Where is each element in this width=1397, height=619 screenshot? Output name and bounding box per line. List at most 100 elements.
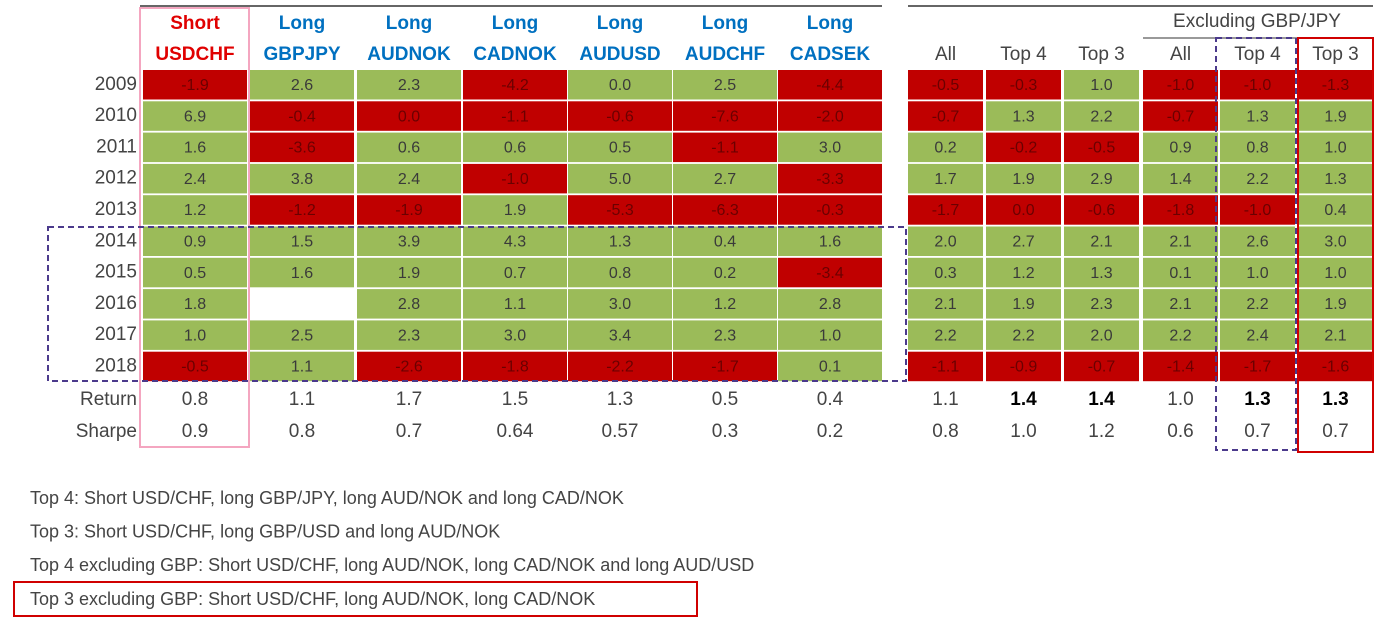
cell-value: 1.2: [184, 202, 206, 219]
cell: [1220, 289, 1295, 319]
cell-value: 1.9: [398, 265, 420, 282]
cell-value: -1.0: [1244, 202, 1272, 219]
cell: [673, 195, 777, 225]
cell: [1143, 163, 1218, 194]
cell: [1143, 320, 1218, 350]
cell: [1064, 132, 1139, 163]
cell-value: 0.9: [184, 233, 206, 250]
cell-value: -0.7: [932, 108, 960, 125]
cell: [1298, 289, 1373, 319]
cell: [908, 351, 983, 382]
cell-value: 2.1: [1169, 296, 1191, 313]
cell: [1298, 163, 1373, 194]
cell: [357, 257, 461, 288]
cell: [568, 70, 672, 100]
cell-value: -1.1: [501, 108, 529, 125]
summary-value: 0.9: [182, 421, 208, 442]
cell: [1220, 226, 1295, 256]
cell: [568, 195, 672, 225]
summary-value: 0.8: [289, 421, 315, 442]
cell-value: 3.0: [1324, 233, 1346, 250]
cell-value: 1.0: [819, 327, 841, 344]
cell-value: 0.2: [934, 140, 956, 157]
cell-value: 1.0: [1090, 77, 1112, 94]
cell-value: -3.3: [816, 171, 844, 188]
cell: [250, 289, 354, 319]
cell-value: -1.9: [181, 77, 209, 94]
cell: [986, 101, 1061, 131]
cell-value: 1.9: [504, 202, 526, 219]
column-header: Long: [386, 13, 432, 34]
cell-value: 2.9: [1090, 171, 1112, 188]
cell: [778, 257, 882, 288]
cell-value: -1.4: [1167, 359, 1195, 376]
cell: [1143, 101, 1218, 131]
summary-value: 0.64: [497, 421, 534, 442]
cell-value: 0.0: [398, 108, 420, 125]
highlight-box: [47, 226, 907, 382]
cell-value: 2.3: [1090, 296, 1112, 313]
cell: [908, 320, 983, 350]
cell: [673, 257, 777, 288]
summary-value: 0.7: [1322, 421, 1348, 442]
column-header: Top 3: [1312, 44, 1358, 65]
cell-value: 0.8: [609, 265, 631, 282]
cell: [673, 70, 777, 100]
cell-value: -6.3: [711, 202, 739, 219]
cell: [463, 226, 567, 256]
column-header: All: [1170, 44, 1191, 65]
cell-value: 0.6: [398, 140, 420, 157]
cell-value: 3.0: [504, 327, 526, 344]
cell-value: 1.3: [1246, 108, 1268, 125]
row-label: Return: [80, 389, 137, 410]
column-header: AUDNOK: [367, 44, 451, 65]
summary-value: 1.3: [607, 389, 633, 410]
cell-value: -0.3: [816, 202, 844, 219]
summary-value: 0.7: [1244, 421, 1270, 442]
cell-value: 1.5: [291, 233, 313, 250]
cell-value: 5.0: [609, 171, 631, 188]
cell-value: -5.3: [606, 202, 634, 219]
cell-value: -3.6: [288, 140, 316, 157]
cell-value: 2.3: [398, 77, 420, 94]
cell: [778, 101, 882, 131]
cell-value: 4.3: [504, 233, 526, 250]
cell: [1064, 289, 1139, 319]
cell: [463, 320, 567, 350]
cell-value: 1.6: [819, 233, 841, 250]
cell-value: 0.1: [819, 359, 841, 376]
cell-value: -1.3: [1322, 77, 1350, 94]
cell: [143, 132, 247, 163]
cell-value: -0.4: [288, 108, 316, 125]
cell: [1298, 101, 1373, 131]
cell-value: 1.1: [291, 359, 313, 376]
cell-value: 0.0: [1012, 202, 1034, 219]
cell: [1220, 70, 1295, 100]
cell: [568, 226, 672, 256]
cell-value: -1.2: [288, 202, 316, 219]
cell: [463, 101, 567, 131]
cell: [1220, 351, 1295, 382]
cell: [1220, 257, 1295, 288]
cell: [986, 226, 1061, 256]
cell: [1220, 163, 1295, 194]
cell-value: -0.9: [1010, 359, 1038, 376]
cell: [986, 289, 1061, 319]
cell: [1298, 195, 1373, 225]
cell: [986, 351, 1061, 382]
cell: [463, 289, 567, 319]
summary-value: 1.7: [396, 389, 422, 410]
cell: [1143, 226, 1218, 256]
cell-value: 2.6: [1246, 233, 1268, 250]
cell: [250, 351, 354, 382]
cell-value: 2.1: [934, 296, 956, 313]
cell: [357, 101, 461, 131]
column-header: Long: [702, 13, 748, 34]
cell: [1064, 257, 1139, 288]
cell-value: 0.4: [1324, 202, 1346, 219]
cell-value: -1.6: [1322, 359, 1350, 376]
summary-value: 0.8: [182, 389, 208, 410]
cell-value: 1.2: [714, 296, 736, 313]
